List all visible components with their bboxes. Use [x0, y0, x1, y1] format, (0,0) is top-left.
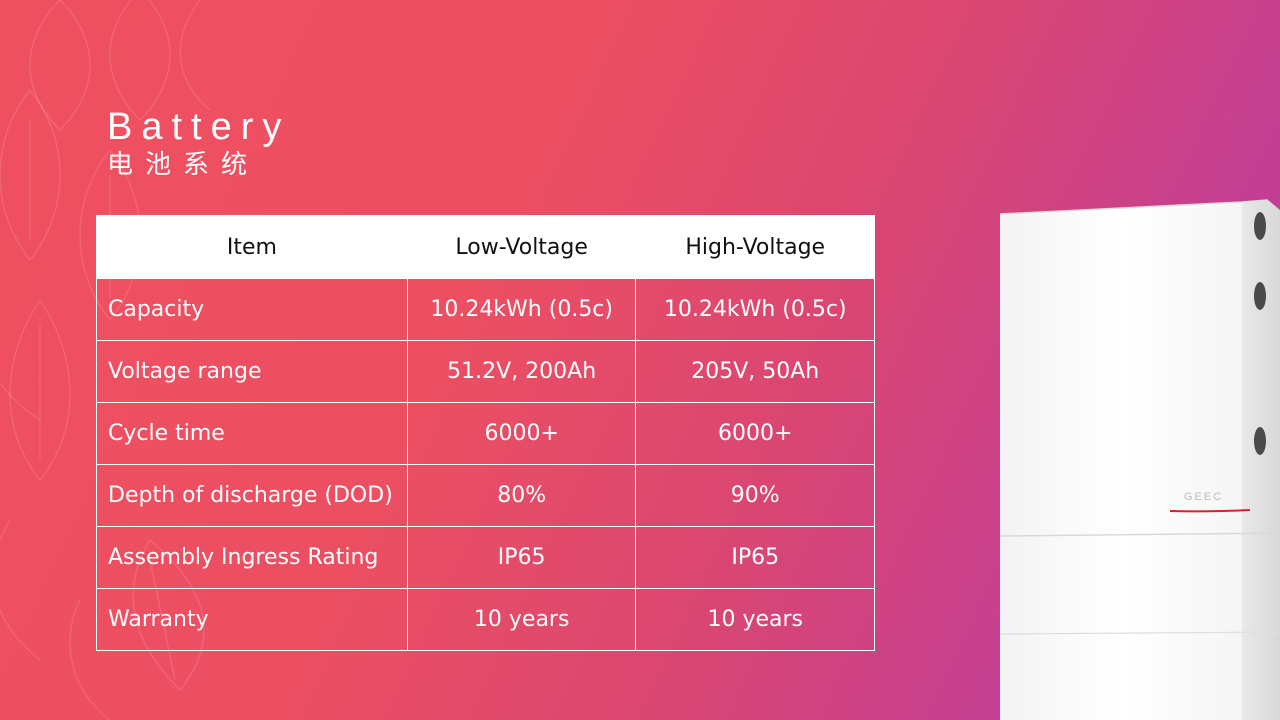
low-voltage-value: 10.24kWh (0.5c): [406, 278, 637, 341]
header-high-voltage: High-Voltage: [635, 215, 875, 279]
row-label: Cycle time: [96, 402, 408, 465]
header-low-voltage: Low-Voltage: [406, 215, 637, 279]
battery-product-image: [999, 199, 1280, 720]
row-label: Assembly Ingress Rating: [96, 526, 408, 589]
table-row: Voltage range 51.2V, 200Ah 205V, 50Ah: [96, 340, 875, 403]
high-voltage-value: 10.24kWh (0.5c): [635, 278, 875, 341]
low-voltage-value: 51.2V, 200Ah: [406, 340, 637, 403]
high-voltage-value: 6000+: [635, 402, 875, 465]
title-block: Battery 电池系统: [107, 105, 290, 181]
low-voltage-value: 6000+: [406, 402, 637, 465]
table-row: Capacity 10.24kWh (0.5c) 10.24kWh (0.5c): [96, 278, 875, 341]
battery-spec-table: Item Low-Voltage High-Voltage Capacity 1…: [96, 215, 875, 651]
table-header-row: Item Low-Voltage High-Voltage: [96, 215, 875, 279]
low-voltage-value: 10 years: [406, 588, 637, 651]
row-label: Capacity: [96, 278, 408, 341]
slide-title: Battery: [107, 106, 291, 148]
table-row: Assembly Ingress Rating IP65 IP65: [96, 526, 875, 589]
high-voltage-value: 10 years: [635, 588, 875, 651]
table-row: Warranty 10 years 10 years: [96, 588, 875, 651]
high-voltage-value: IP65: [635, 526, 875, 589]
row-label: Warranty: [96, 588, 408, 651]
product-brand-label: GEEC: [1184, 491, 1224, 503]
low-voltage-value: IP65: [406, 526, 637, 589]
table-row: Depth of discharge (DOD) 80% 90%: [96, 464, 875, 527]
table-row: Cycle time 6000+ 6000+: [96, 402, 875, 465]
low-voltage-value: 80%: [406, 464, 637, 527]
slide-subtitle: 电池系统: [107, 150, 260, 180]
row-label: Voltage range: [96, 340, 408, 403]
header-item: Item: [96, 215, 408, 279]
high-voltage-value: 90%: [635, 464, 875, 527]
row-label: Depth of discharge (DOD): [96, 464, 408, 527]
high-voltage-value: 205V, 50Ah: [635, 340, 875, 403]
